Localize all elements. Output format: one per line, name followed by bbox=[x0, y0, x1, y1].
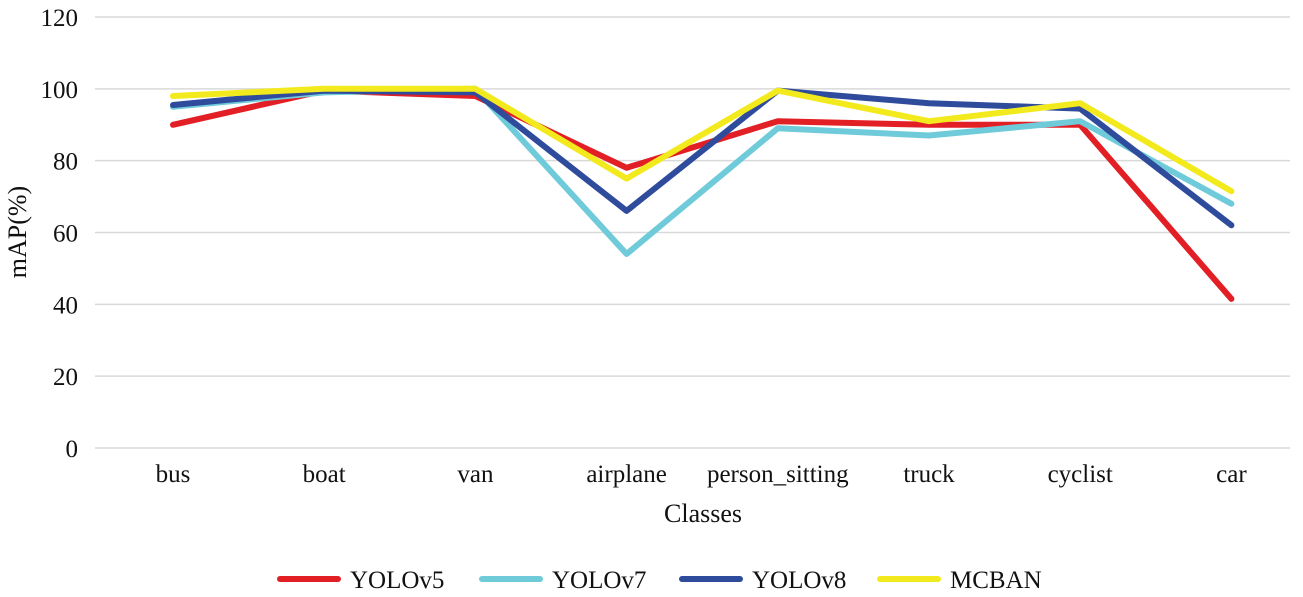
legend-label-mcban: MCBAN bbox=[950, 567, 1042, 594]
y-axis-title: mAP(%) bbox=[3, 186, 32, 278]
legend-label-yolov8: YOLOv8 bbox=[752, 567, 846, 594]
x-tick-label: cyclist bbox=[1048, 461, 1113, 488]
x-tick-label: van bbox=[457, 461, 494, 488]
series-line-yolov8 bbox=[170, 87, 1235, 229]
legend-label-yolov5: YOLOv5 bbox=[350, 567, 444, 594]
gridlines bbox=[95, 16, 1290, 449]
y-tick-label: 40 bbox=[53, 292, 78, 319]
x-tick-label: airplane bbox=[586, 461, 667, 488]
x-tick-label: person_sitting bbox=[707, 461, 849, 488]
y-tick-label: 80 bbox=[53, 149, 78, 176]
legend: YOLOv5 YOLOv7 YOLOv8 MCBAN bbox=[277, 567, 1042, 594]
legend-label-yolov7: YOLOv7 bbox=[552, 567, 646, 594]
y-tick-label: 60 bbox=[53, 221, 78, 248]
series-line-yolov7 bbox=[170, 85, 1235, 257]
y-tick-label: 120 bbox=[41, 5, 79, 32]
y-tick-label: 20 bbox=[53, 364, 78, 391]
x-axis-ticks: bus boat van airplane person_sitting truck cyc… bbox=[156, 461, 1248, 488]
x-axis-title: Classes bbox=[664, 499, 742, 528]
y-tick-label: 0 bbox=[66, 436, 79, 463]
series-line-mcban bbox=[170, 85, 1235, 195]
x-tick-label: truck bbox=[903, 461, 955, 488]
y-axis-ticks: 0 20 40 60 80 100 120 bbox=[41, 5, 79, 463]
series-lines bbox=[170, 85, 1235, 302]
x-tick-label: boat bbox=[303, 461, 346, 488]
x-tick-label: car bbox=[1216, 461, 1247, 488]
x-tick-label: bus bbox=[156, 461, 191, 488]
y-tick-label: 100 bbox=[41, 77, 79, 104]
